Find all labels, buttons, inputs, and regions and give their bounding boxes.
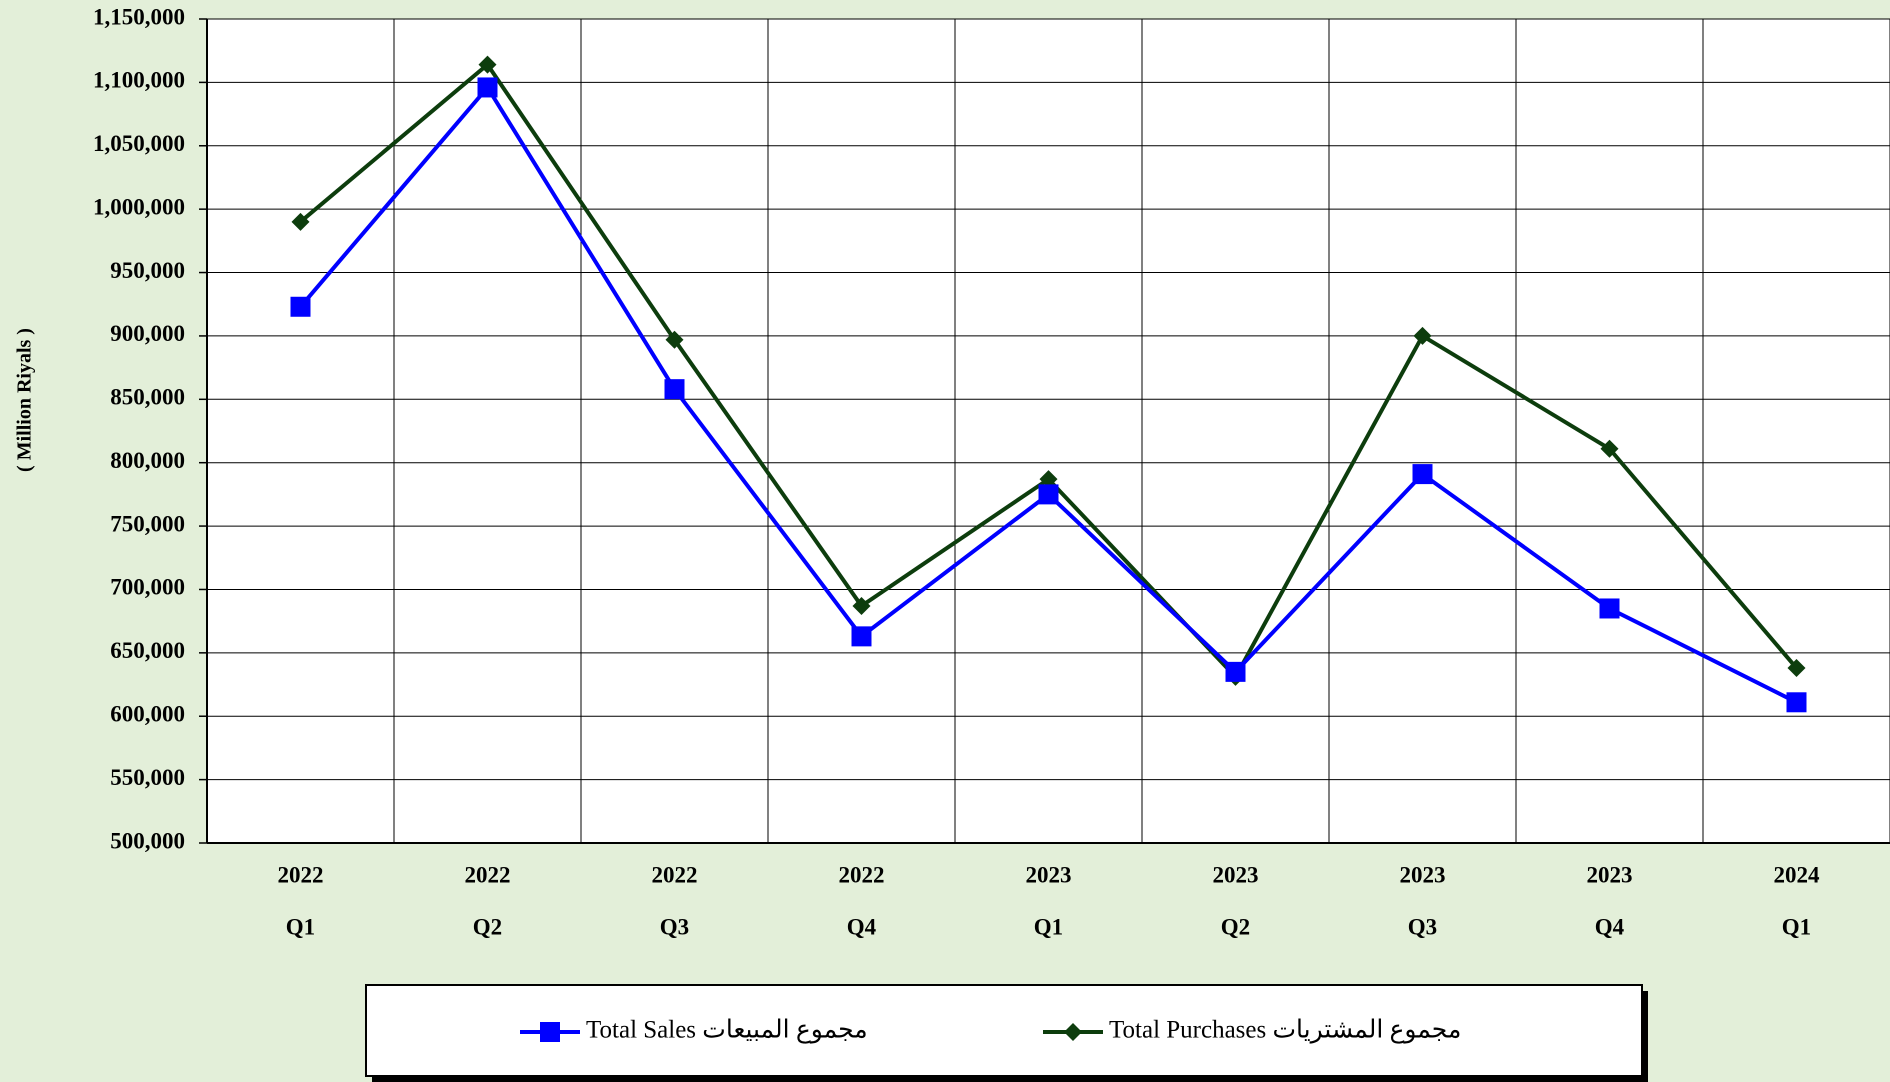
y-tick-label: 1,150,000 [93,4,185,29]
point [1599,598,1620,619]
point [1038,484,1059,505]
point [1413,326,1432,345]
x-tick-year: 2023 [1400,862,1446,887]
y-tick-label: 750,000 [110,511,185,536]
x-tick-year: 2023 [1213,862,1259,887]
x-tick-year: 2024 [1774,862,1821,887]
x-tick-quarter: Q3 [660,914,689,939]
point [1412,464,1433,485]
y-tick-label: 850,000 [110,385,185,410]
x-tick-quarter: Q1 [1782,914,1811,939]
y-tick-label: 1,100,000 [93,68,185,93]
y-tick-label: 650,000 [110,638,185,663]
x-tick-quarter: Q4 [847,914,877,939]
point [1064,1023,1082,1041]
y-tick-label: 950,000 [110,258,185,283]
point [664,379,685,400]
point [851,626,872,647]
y-tick-label: 1,050,000 [93,131,185,156]
point [291,212,310,231]
x-tick-quarter: Q2 [1221,914,1250,939]
point [1039,470,1058,489]
x-tick-quarter: Q4 [1595,914,1625,939]
y-tick-label: 800,000 [110,448,185,473]
x-tick-year: 2022 [652,862,698,887]
legend-label: Total Purchases مجموع المشتريات [1109,1017,1461,1045]
x-tick-quarter: Q1 [286,914,315,939]
point [665,330,684,349]
point [852,596,871,615]
point [478,55,497,74]
y-tick-label: 550,000 [110,765,185,790]
x-tick-year: 2023 [1026,862,1072,887]
point [540,1022,560,1042]
point [477,77,498,98]
y-tick-label: 900,000 [110,321,185,346]
y-tick-label: 700,000 [110,575,185,600]
x-tick-year: 2022 [839,862,885,887]
y-tick-label: 500,000 [110,828,185,853]
x-tick-quarter: Q1 [1034,914,1063,939]
x-tick-year: 2022 [465,862,511,887]
x-tick-year: 2023 [1587,862,1633,887]
point [1225,661,1246,682]
point [290,296,311,317]
x-tick-quarter: Q2 [473,914,502,939]
point [1787,659,1806,678]
y-tick-label: 1,000,000 [93,194,185,219]
y-axis-label: ( Million Riyals ) [14,328,36,472]
x-tick-quarter: Q3 [1408,914,1437,939]
point [1786,692,1807,713]
legend-label: Total Sales مجموع المبيعات [586,1017,868,1045]
x-tick-year: 2022 [278,862,324,887]
plot-area [207,19,1890,843]
point [1600,439,1619,458]
y-tick-label: 600,000 [110,702,185,727]
